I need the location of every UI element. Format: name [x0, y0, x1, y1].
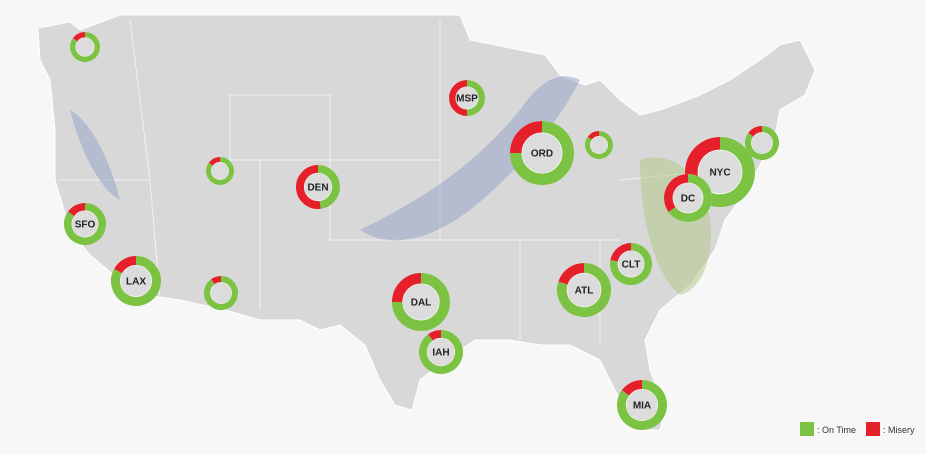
- airport-donuts: MSP ORD NYC DC DEN SFO LAX DAL IAH ATL CLT MIA: [64, 32, 779, 430]
- donut-hole: [673, 183, 703, 213]
- on-time-arc: [206, 157, 234, 185]
- airport-donut: ORD: [510, 121, 574, 185]
- on-time-arc: [510, 121, 574, 185]
- on-time-arc: [557, 263, 611, 317]
- donut-hole: [751, 132, 773, 154]
- misery-arc: [510, 121, 543, 154]
- legend-label: : Misery: [883, 425, 915, 435]
- legend-label: : On Time: [817, 425, 856, 435]
- airport-donut: ATL: [557, 263, 611, 317]
- misery-arc: [392, 273, 422, 303]
- airport-code: DEN: [307, 183, 328, 194]
- on-time-arc: [585, 131, 613, 159]
- donut-hole: [590, 136, 608, 154]
- airport-donut: LAX: [111, 256, 161, 306]
- donut-hole: [567, 273, 601, 307]
- donut-hole: [698, 150, 742, 194]
- donut-hole: [427, 338, 455, 366]
- airport-donut: DC: [664, 174, 712, 222]
- misery-arc: [211, 276, 222, 285]
- airport-code: NYC: [709, 168, 730, 179]
- donut-hole: [617, 250, 645, 278]
- misery-arc: [296, 165, 321, 209]
- on-time-arc: [70, 32, 100, 62]
- on-time-arc: [64, 203, 106, 245]
- airport-donut: [585, 131, 613, 159]
- misery-arc: [449, 80, 468, 116]
- misery-arc: [610, 243, 632, 262]
- airport-donut: IAH: [419, 330, 463, 374]
- on-time-arc: [466, 80, 485, 116]
- donut-hole: [626, 389, 658, 421]
- donut-hole: [75, 37, 95, 57]
- donut-hole: [71, 210, 99, 238]
- misery-arc: [68, 203, 86, 217]
- airport-code: MSP: [456, 94, 478, 105]
- airport-code: DC: [681, 194, 695, 205]
- airport-code: MIA: [633, 401, 651, 412]
- on-time-arc: [668, 174, 712, 222]
- airport-donut: DEN: [296, 165, 340, 209]
- misery-arc: [664, 174, 689, 213]
- on-time-arc: [610, 243, 652, 285]
- airport-donut: DAL: [392, 273, 450, 331]
- airport-donut: CLT: [610, 243, 652, 285]
- misery-arc: [428, 330, 442, 341]
- misery-arc: [114, 256, 137, 274]
- on-time-arc: [745, 126, 779, 160]
- misery-arc: [72, 32, 86, 42]
- airport-code: CLT: [622, 260, 641, 271]
- airport-donut: [206, 157, 234, 185]
- airport-code: DAL: [411, 298, 432, 309]
- misery-arc: [587, 131, 600, 140]
- donut-hole: [522, 133, 562, 173]
- on-time-arc: [204, 276, 238, 310]
- airport-donut: SFO: [64, 203, 106, 245]
- on-time-arc: [317, 165, 340, 209]
- airport-code: ORD: [531, 149, 553, 160]
- airport-donut: MIA: [617, 380, 667, 430]
- donut-hole: [403, 284, 439, 320]
- on-time-arc: [392, 273, 450, 331]
- misery-arc: [208, 157, 221, 166]
- airport-donut: MSP: [449, 80, 485, 116]
- airport-code: LAX: [126, 277, 146, 288]
- airport-donut: [745, 126, 779, 160]
- donut-hole: [211, 162, 229, 180]
- donut-hole: [210, 282, 232, 304]
- legend: : On Time : Misery: [800, 422, 915, 436]
- airport-code: ATL: [575, 286, 594, 297]
- airport-code: IAH: [432, 348, 449, 359]
- on-time-arc: [419, 330, 463, 374]
- misery-arc: [748, 126, 763, 137]
- donut-hole: [120, 265, 152, 297]
- misery-arc: [558, 263, 585, 285]
- legend-swatch: [800, 422, 814, 436]
- airport-donut: [70, 32, 100, 62]
- donut-hole: [304, 173, 332, 201]
- airport-code: SFO: [75, 220, 96, 231]
- misery-arc: [621, 380, 643, 396]
- legend-swatch: [866, 422, 880, 436]
- airport-donut: [204, 276, 238, 310]
- on-time-arc: [111, 256, 161, 306]
- donut-hole: [455, 86, 479, 110]
- on-time-arc: [617, 380, 667, 430]
